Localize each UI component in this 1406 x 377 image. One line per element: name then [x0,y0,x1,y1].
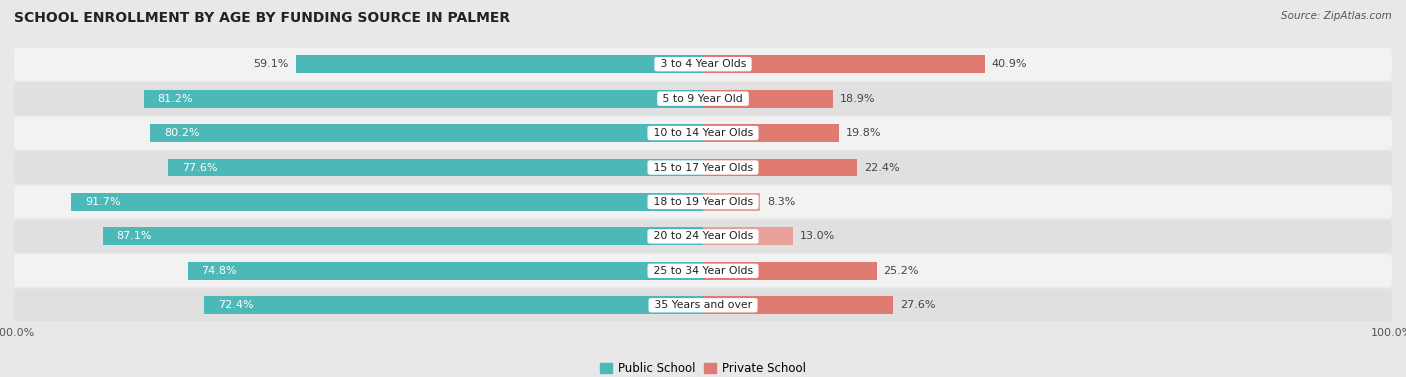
Text: 10 to 14 Year Olds: 10 to 14 Year Olds [650,128,756,138]
Legend: Public School, Private School: Public School, Private School [595,357,811,377]
Text: SCHOOL ENROLLMENT BY AGE BY FUNDING SOURCE IN PALMER: SCHOOL ENROLLMENT BY AGE BY FUNDING SOUR… [14,11,510,25]
Text: 27.6%: 27.6% [900,300,935,310]
Bar [703,193,761,211]
Text: 59.1%: 59.1% [253,59,290,69]
Bar [703,55,984,73]
Text: 40.9%: 40.9% [991,59,1028,69]
FancyBboxPatch shape [14,82,1392,115]
FancyBboxPatch shape [14,254,1392,287]
Bar [143,90,703,107]
Text: Source: ZipAtlas.com: Source: ZipAtlas.com [1281,11,1392,21]
Bar [703,124,839,142]
Bar [703,227,793,245]
FancyBboxPatch shape [14,151,1392,184]
Bar [703,90,834,107]
Text: 87.1%: 87.1% [117,231,152,241]
Bar [169,159,703,176]
Bar [204,296,703,314]
Text: 18.9%: 18.9% [841,93,876,104]
Text: 35 Years and over: 35 Years and over [651,300,755,310]
Bar [187,262,703,280]
FancyBboxPatch shape [14,185,1392,219]
Bar [72,193,703,211]
FancyBboxPatch shape [14,48,1392,81]
Text: 20 to 24 Year Olds: 20 to 24 Year Olds [650,231,756,241]
Text: 19.8%: 19.8% [846,128,882,138]
Bar [295,55,703,73]
Text: 25 to 34 Year Olds: 25 to 34 Year Olds [650,266,756,276]
Text: 25.2%: 25.2% [883,266,920,276]
Text: 72.4%: 72.4% [218,300,253,310]
Text: 5 to 9 Year Old: 5 to 9 Year Old [659,93,747,104]
Text: 22.4%: 22.4% [865,162,900,173]
Bar [703,296,893,314]
Text: 91.7%: 91.7% [84,197,121,207]
Bar [703,262,876,280]
Text: 8.3%: 8.3% [768,197,796,207]
Text: 80.2%: 80.2% [165,128,200,138]
Text: 15 to 17 Year Olds: 15 to 17 Year Olds [650,162,756,173]
FancyBboxPatch shape [14,116,1392,150]
Text: 77.6%: 77.6% [183,162,218,173]
Text: 3 to 4 Year Olds: 3 to 4 Year Olds [657,59,749,69]
Text: 81.2%: 81.2% [157,93,193,104]
FancyBboxPatch shape [14,289,1392,322]
Text: 18 to 19 Year Olds: 18 to 19 Year Olds [650,197,756,207]
FancyBboxPatch shape [14,220,1392,253]
Bar [703,159,858,176]
Bar [103,227,703,245]
Text: 13.0%: 13.0% [800,231,835,241]
Bar [150,124,703,142]
Text: 74.8%: 74.8% [201,266,238,276]
